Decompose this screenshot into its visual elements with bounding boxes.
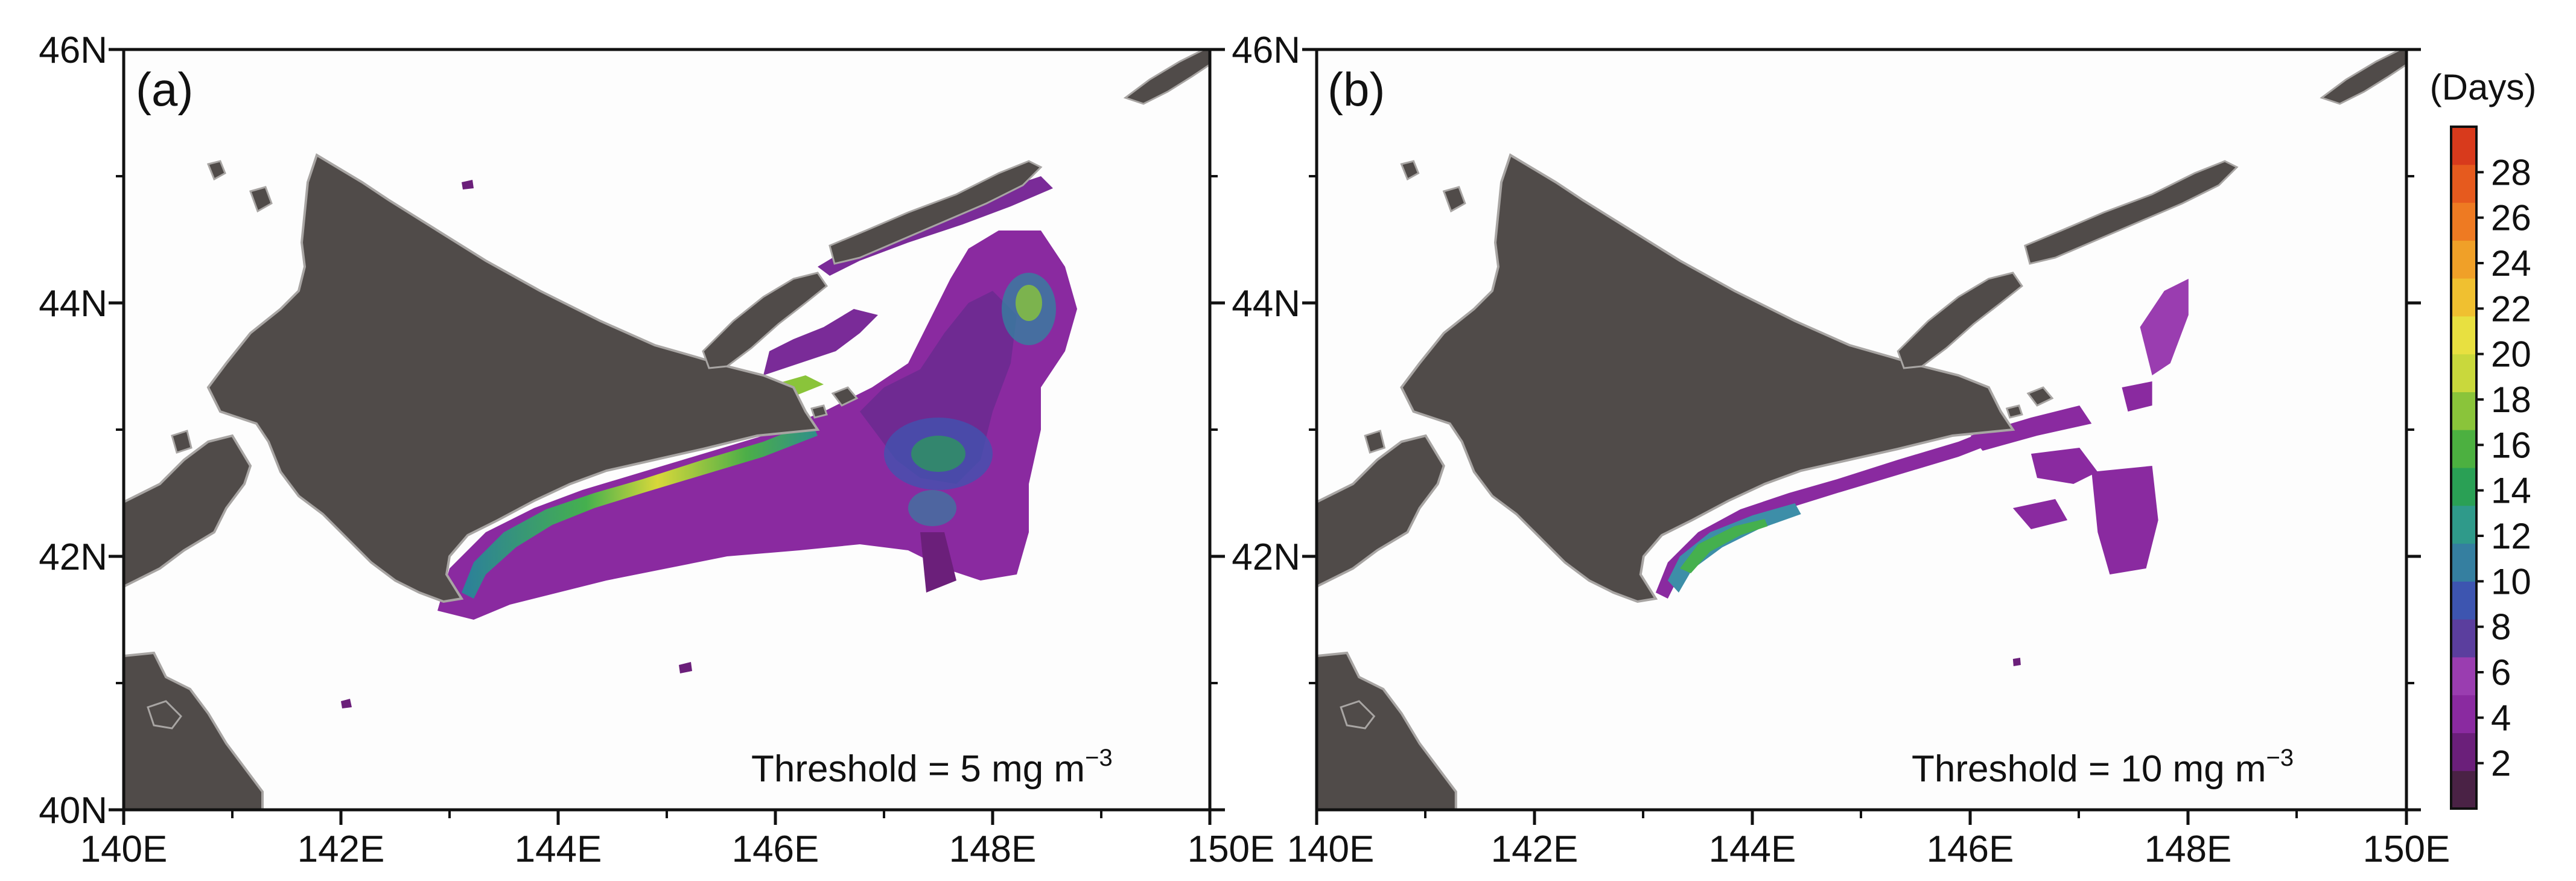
colorbar-label: 10 (2491, 561, 2531, 602)
colorbar-swatch (2451, 695, 2476, 733)
colorbar-swatch (2451, 657, 2476, 696)
map-panel-a (122, 48, 1212, 812)
colorbar-swatch (2451, 127, 2476, 165)
colorbar-swatch (2451, 354, 2476, 392)
y-tick-label: 46N (39, 30, 107, 71)
y-tick-label: 44N (39, 283, 107, 325)
colorbar-swatch (2451, 278, 2476, 317)
y-tick-label: 40N (39, 790, 107, 832)
colorbar-label: 18 (2491, 380, 2531, 420)
colorbar-swatch (2451, 164, 2476, 203)
colorbar-title: (Days) (2430, 67, 2537, 107)
y-tick-label: 44N (1232, 283, 1300, 325)
colorbar-swatch (2451, 543, 2476, 582)
x-tick-label: 148E (2145, 829, 2232, 870)
colorbar-label: 22 (2491, 288, 2531, 329)
x-tick-label: 144E (515, 829, 602, 870)
colorbar-swatch (2451, 771, 2476, 809)
y-tick-label: 42N (1232, 536, 1300, 578)
colorbar-label: 16 (2491, 425, 2531, 465)
colorbar-swatch (2451, 316, 2476, 355)
x-tick-label: 150E (2363, 829, 2450, 870)
colorbar-swatch (2451, 240, 2476, 279)
colorbar-label: 2 (2491, 743, 2511, 784)
colorbar-swatch (2451, 505, 2476, 544)
x-tick-label: 140E (80, 829, 168, 870)
colorbar-swatch (2451, 392, 2476, 430)
x-tick-label: 148E (949, 829, 1037, 870)
x-tick-label: 144E (1709, 829, 1796, 870)
colorbar-label: 12 (2491, 516, 2531, 556)
colorbar-label: 28 (2491, 152, 2531, 192)
colorbar-label: 24 (2491, 243, 2531, 284)
y-tick-label: 46N (1232, 30, 1300, 71)
threshold-label-b: Threshold = 10 mg m−3 (1912, 745, 2294, 790)
x-tick-label: 146E (1927, 829, 2014, 870)
x-tick-labels-a: 140E 142E 144E 146E 148E 150E (80, 829, 1275, 870)
x-tick-label: 146E (732, 829, 819, 870)
colorbar-swatch (2451, 619, 2476, 658)
map-panel-b (1315, 48, 2408, 812)
y-tick-labels-a: 46N 44N 42N 40N (39, 30, 107, 832)
colorbar-label: 26 (2491, 198, 2531, 238)
x-tick-label: 140E (1287, 829, 1375, 870)
colorbar-frame (2450, 126, 2478, 810)
colorbar-label: 6 (2491, 652, 2511, 693)
colorbar-swatch (2451, 430, 2476, 468)
colorbar-label: 8 (2491, 607, 2511, 647)
x-tick-label: 150E (1188, 829, 1275, 870)
panel-label-a: (a) (136, 63, 193, 116)
colorbar-swatches (2451, 127, 2476, 809)
colorbar-label: 4 (2491, 698, 2511, 738)
colorbar-swatch (2451, 581, 2476, 620)
threshold-label-a: Threshold = 5 mg m−3 (751, 745, 1113, 790)
x-tick-label: 142E (1491, 829, 1579, 870)
x-tick-label: 142E (297, 829, 385, 870)
x-tick-labels-b: 140E 142E 144E 146E 148E 150E (1287, 829, 2450, 870)
y-tick-label: 42N (39, 536, 107, 578)
colorbar-swatch (2451, 202, 2476, 241)
colorbar-ticks (2476, 171, 2484, 765)
colorbar-swatch (2451, 468, 2476, 506)
colorbar-label: 14 (2491, 471, 2531, 511)
tick-marks (109, 48, 2421, 825)
y-tick-labels-b: 46N 44N 42N (1232, 30, 1300, 578)
colorbar-label: 20 (2491, 334, 2531, 375)
colorbar-swatch (2451, 733, 2476, 771)
panel-label-b: (b) (1328, 63, 1385, 116)
